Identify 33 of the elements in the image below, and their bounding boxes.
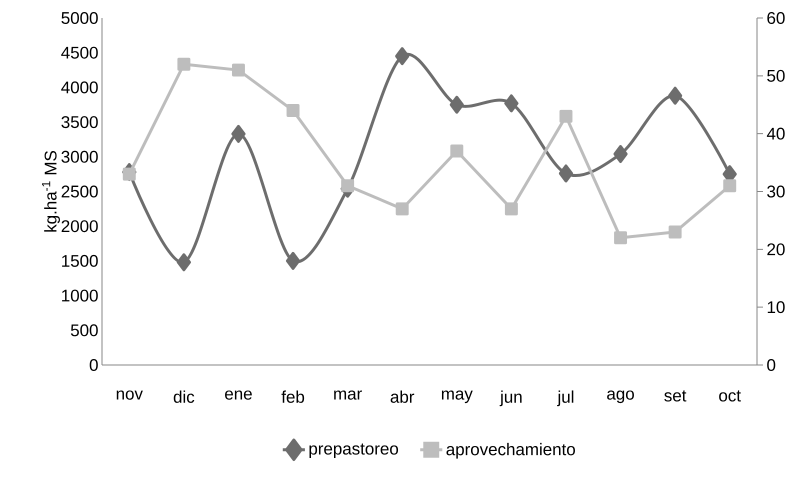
y-tick-label: 4500 — [61, 46, 98, 59]
y2-tick-label: 30 — [767, 186, 785, 198]
y-tick-label: 0 — [90, 359, 98, 371]
y2-tick-label: 0 — [767, 359, 776, 371]
y-tick-label: 2000 — [62, 220, 98, 232]
y2-tick-label: 40 — [766, 128, 785, 140]
y-axis-title: kg.ha$^{-1}$ MS — [42, 150, 60, 232]
x-tick-label: set — [664, 390, 686, 402]
x-tick-label: jun — [500, 390, 522, 406]
y2-tick-label: 50 — [767, 70, 785, 82]
legend-label: aprovechamiento — [446, 442, 575, 459]
y-tick-label: 3500 — [61, 116, 98, 128]
x-tick-label: oct — [719, 390, 741, 402]
y-tick-label: 2500 — [62, 186, 98, 198]
x-tick-label: ago — [607, 390, 634, 404]
y-tick-label: 4000 — [61, 81, 98, 94]
x-tick-label: feb — [282, 390, 304, 403]
y-tick-label: 3000 — [61, 150, 98, 163]
x-tick-label: may — [442, 390, 473, 404]
legend-label: prepastoreo — [309, 444, 398, 458]
y-tick-label: 1500 — [62, 254, 98, 267]
x-tick-label: dic — [174, 390, 194, 403]
y-tick-label: 5000 — [61, 12, 98, 24]
x-tick-label: mar — [334, 390, 362, 400]
y-tick-label: 1000 — [62, 290, 98, 302]
y2-tick-label: 20 — [767, 243, 785, 256]
x-tick-label: ene — [225, 390, 252, 400]
y2-tick-label: 10 — [768, 301, 785, 314]
y2-tick-label: 60 — [767, 12, 785, 24]
y-tick-label: 500 — [70, 324, 98, 336]
x-tick-label: abr — [390, 390, 414, 403]
x-tick-label: jul — [557, 390, 574, 406]
x-tick-label: nov — [116, 390, 143, 400]
